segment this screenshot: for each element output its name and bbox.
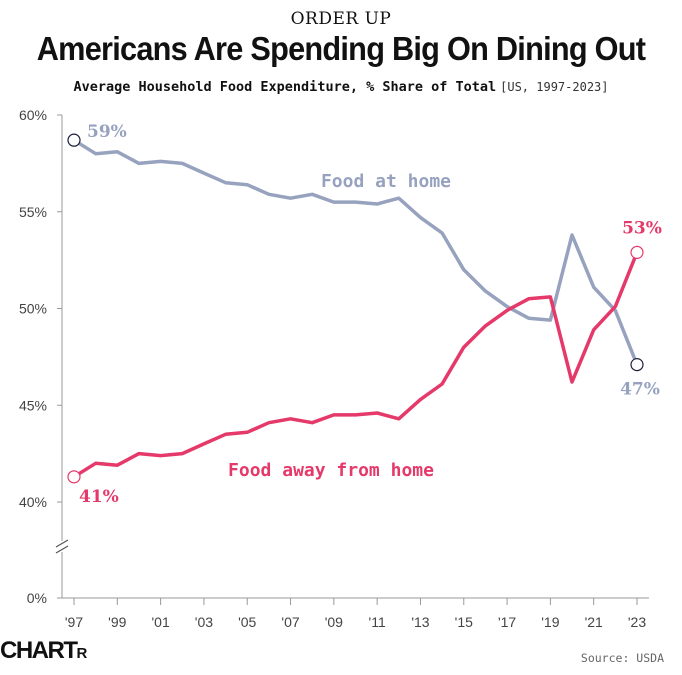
food-at-home-start-label: 59%	[87, 122, 127, 142]
y-tick-label: 40%	[19, 494, 47, 510]
y-tick-label: 50%	[19, 301, 47, 317]
axis-break-mark	[55, 545, 69, 554]
food-at-home-end-label: 47%	[620, 380, 660, 400]
food-at-home-start-point	[67, 133, 81, 147]
chart-qualifier: [US, 1997-2023]	[500, 80, 609, 94]
food-away-series-label: Food away from home	[228, 460, 434, 481]
y-tick-label: 45%	[19, 397, 47, 413]
x-tick-label: '05	[238, 614, 256, 630]
x-tick-label: '03	[195, 614, 213, 630]
x-tick-label: '09	[325, 614, 343, 630]
food-away-start-label: 41%	[79, 487, 119, 507]
x-tick-label: '17	[498, 614, 516, 630]
food-away-line	[72, 250, 639, 479]
x-tick-label: '07	[281, 614, 299, 630]
chart-kicker: ORDER UP	[290, 9, 392, 29]
food-away-end-label: 53%	[622, 218, 662, 238]
chart-subtitle: Average Household Food Expenditure, % Sh…	[73, 79, 497, 95]
x-tick-label: '99	[108, 614, 126, 630]
x-tick-label: '13	[411, 614, 429, 630]
x-tick-label: '23	[628, 614, 646, 630]
x-tick-label: '21	[585, 614, 603, 630]
x-tick-label: '11	[369, 614, 386, 630]
chart-title: Americans Are Spending Big On Dining Out	[36, 30, 646, 67]
x-tick-label: '01	[151, 614, 169, 630]
y-tick-label: 0%	[27, 590, 47, 606]
food-away-start-point	[67, 470, 81, 484]
x-tick-label: '19	[541, 614, 559, 630]
source-note: Source: USDA	[580, 651, 664, 665]
chart-subtitle-row: Average Household Food Expenditure, % Sh…	[0, 76, 682, 95]
food-at-home-end-point	[630, 358, 644, 372]
x-tick-label: '15	[455, 614, 473, 630]
axis-break-mark	[55, 539, 69, 548]
food-at-home-line	[72, 138, 639, 367]
x-tick-label: '97	[65, 614, 83, 630]
chartr-logo: CHARTR	[0, 637, 87, 665]
logo-text: CHART	[0, 637, 78, 664]
food-away-end-point	[630, 245, 644, 259]
food-at-home-series-label: Food at home	[321, 171, 451, 192]
y-tick-label: 55%	[19, 204, 47, 220]
logo-small-text: R	[76, 645, 88, 662]
y-tick-label: 60%	[19, 107, 47, 123]
